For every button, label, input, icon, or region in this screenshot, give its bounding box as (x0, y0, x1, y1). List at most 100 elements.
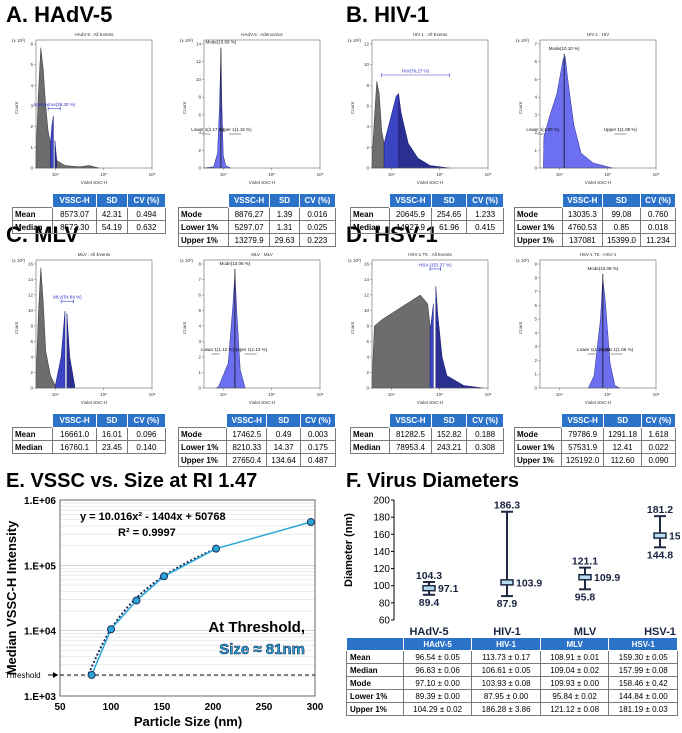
y-tick-label: 7 (534, 289, 537, 294)
table-row: Mean 20645.9 254.65 1.233 (350, 207, 504, 221)
f-lower-label: 87.9 (497, 598, 518, 610)
y-tick-label: 1 (534, 148, 537, 153)
table-row: Median 96.63 ± 0.06 106.61 ± 0.05 109.04 ± … (346, 663, 678, 677)
histogram-svg: HAdV-5 : Adenovirus (x 10²)14 12 10 8 6 4 2 0 Cou… (180, 32, 324, 185)
gate-label: HIV(79.27 %) (402, 69, 430, 74)
gate-label: HSV-1(53.37 %) (419, 262, 452, 267)
table-row: Mean 8573.07 42.31 0.494 (11, 207, 167, 221)
y-tick-label: 7 (534, 42, 537, 47)
table-row: Lower 1% 8210.33 14.37 0.175 (177, 440, 337, 454)
lower-gate-label: Lower 1(1.17 %) (577, 347, 611, 352)
histogram-title: HIV-1 : HIV (587, 32, 610, 37)
mode-label: Mode(10.69 %) (206, 40, 237, 45)
x-tick-label: 10⁴ (388, 172, 395, 177)
e-y-tick-labels: 1.E+03 1.E+04 1.E+05 1.E+06 (24, 496, 56, 703)
f-y-tick-labels: 60 80 100 120 140 160 180 200 (373, 496, 394, 627)
ungated-events-area (371, 294, 432, 389)
y-tick-label: 14 (196, 42, 202, 47)
y-tick-label: 10 (364, 308, 370, 313)
stats-table-hsv1-gated: VSSC-H SD CV (%) Mode 79786.9 1291.18 1.618 L… (514, 413, 677, 467)
gate-label: MLV(54.84 %) (53, 295, 82, 300)
stats-table-hsv1-all: VSSC-H SD CV (%) Mean 81282.5 152.82 0.188 Me… (350, 413, 504, 454)
e-data-point (87, 670, 96, 679)
table-row: Mode 79786.9 1291.18 1.618 (514, 427, 677, 441)
histogram-x-label: Violet SSC-H (249, 400, 275, 405)
f-y-tick-label: 120 (373, 564, 390, 575)
f-mode-label: 158.5 (669, 531, 680, 543)
threshold-note-line1: At Threshold, (208, 619, 305, 636)
x-tick-label: 10⁴ (388, 392, 395, 397)
x-tick-label: 10⁴ (556, 392, 563, 397)
histogram-title: MLV : MLV (251, 252, 273, 257)
y-tick-label: 0 (534, 166, 537, 171)
x-tick-label: 10⁶ (149, 172, 156, 177)
threshold-note-line2: Size ≈ 81nm (219, 641, 305, 658)
x-tick-label: 10⁶ (485, 392, 492, 397)
histogram-x-label: Violet SSC-H (417, 400, 443, 405)
histogram-hiv1-hiv: HIV-1 : HIV (x 10²) 7 6 5 4 3 2 1 0 Count 10⁴ 10⁵ 10⁶… (514, 28, 664, 190)
e-x-tick-label: 150 (154, 702, 171, 713)
histogram-x-label: Violet SSC-H (249, 180, 275, 185)
histogram-x-label: Violet SSC-H (81, 400, 107, 405)
series-line (90, 521, 312, 676)
ungated-events-area (35, 267, 56, 389)
histogram-y-label: Count (182, 321, 187, 334)
table-row: Lower 1% 4760.53 0.85 0.018 (514, 220, 676, 234)
gated-events-area-right (54, 140, 58, 169)
tail-events-area (56, 160, 99, 169)
gated-events-area (50, 115, 54, 169)
histogram-y-label: Count (14, 101, 19, 114)
y-tick-label: 4 (366, 124, 369, 129)
panel-b-title: B. HIV-1 (346, 2, 430, 27)
upper-gate-label: Upper 1(1.06 %) (600, 347, 634, 352)
stats-table-hadv5-all: VSSC-H SD CV (%) Mean 8573.07 42.31 0.494 Med… (11, 193, 167, 234)
quadratic-fit-curve (87, 547, 218, 675)
y-tick-label: 6 (30, 42, 33, 47)
y-tick-label: 2 (534, 130, 537, 135)
y-tick-label: 0 (30, 386, 33, 391)
y-tick-label: 2 (30, 124, 33, 129)
y-tick-label: 2 (366, 145, 369, 150)
histogram-y-label: Count (350, 321, 355, 334)
gated-events-area (383, 92, 399, 169)
y-tick-label: 14 (364, 277, 370, 282)
histogram-x-label: Violet SSC-H (585, 400, 611, 405)
histogram-y-multiplier: (x 10²) (516, 38, 530, 43)
gated-population-area (215, 273, 246, 389)
y-tick-label: 8 (366, 324, 369, 329)
y-tick-label: 10 (364, 62, 370, 67)
e-x-tick-label: 200 (205, 702, 222, 713)
y-tick-label: 8 (30, 324, 33, 329)
x-tick-label: 10⁴ (556, 172, 563, 177)
histogram-title: HSV-1 TK : All Events (408, 252, 452, 257)
e-gridlines (60, 502, 315, 697)
f-mode-box (653, 532, 667, 539)
f-category-labels: HAdV-5 HIV-1 MLV HSV-1 (409, 626, 675, 638)
x-tick-label: 10⁵ (604, 172, 611, 177)
f-upper-label: 121.1 (572, 556, 598, 568)
e-x-tick-label: 50 (54, 702, 66, 713)
e-data-point (306, 518, 315, 527)
f-category-label: HSV-1 (644, 626, 676, 638)
x-tick-label: 10⁵ (100, 392, 107, 397)
mode-label: Mode(10.06 %) (220, 261, 251, 266)
f-upper-label: 186.3 (494, 500, 520, 512)
histogram-frame (371, 259, 489, 389)
y-tick-label: 8 (366, 83, 369, 88)
e-x-tick-labels: 50 100 150 200 250 300 (54, 702, 323, 713)
y-tick-label: 6 (198, 112, 201, 117)
x-tick-label: 10⁶ (317, 392, 324, 397)
panel-a-title: A. HAdV-5 (6, 2, 113, 27)
f-mode-label: 109.9 (594, 572, 620, 584)
table-row: Mean 96.54 ± 0.05 113.73 ± 0.17 108.91 ± 0.… (346, 650, 678, 664)
y-tick-label: 6 (366, 339, 369, 344)
panel-e-title: E. VSSC vs. Size at RI 1.47 (6, 470, 258, 492)
f-mode-box (422, 584, 436, 592)
f-y-tick-label: 160 (373, 530, 390, 541)
histogram-title: HSV-1 TK : HSV-1 (580, 252, 617, 257)
e-y-tick-label: 1.E+05 (24, 561, 56, 572)
y-tick-label: 6 (534, 303, 537, 308)
y-tick-label: 2 (198, 355, 201, 360)
y-tick-label: 5 (30, 62, 33, 67)
gated-population-area (543, 55, 613, 169)
